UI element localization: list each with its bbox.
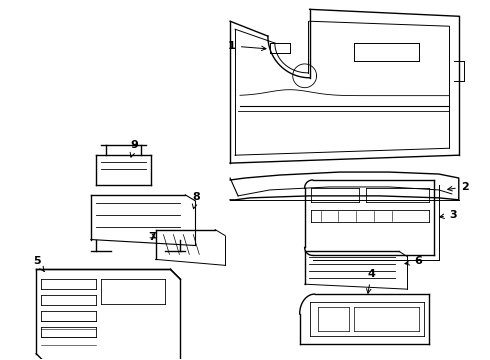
Text: 3: 3 [440, 210, 457, 220]
Text: 5: 5 [33, 256, 44, 271]
Text: 4: 4 [367, 269, 375, 293]
Text: 1: 1 [228, 41, 266, 51]
Text: 6: 6 [405, 256, 422, 266]
Text: 7: 7 [148, 231, 156, 242]
Text: 9: 9 [130, 140, 139, 157]
Text: 8: 8 [192, 192, 200, 209]
Text: 2: 2 [448, 182, 468, 192]
